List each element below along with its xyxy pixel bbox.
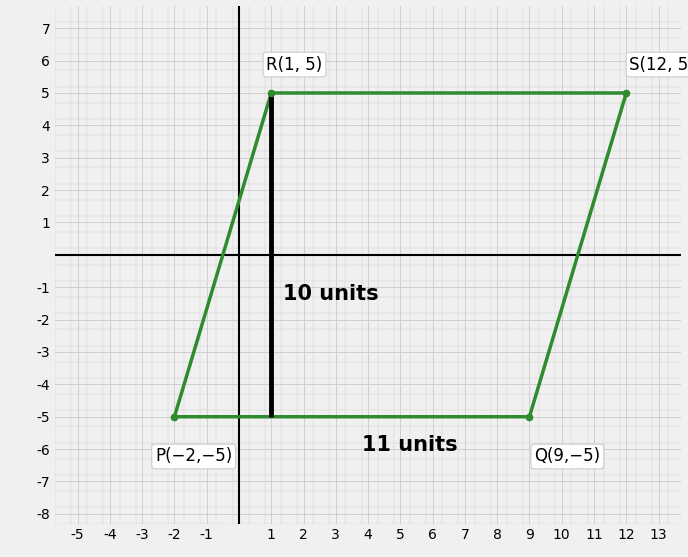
Text: R(1, 5): R(1, 5)	[266, 56, 323, 74]
Text: Q(9,−5): Q(9,−5)	[535, 447, 601, 466]
Text: 10 units: 10 units	[283, 284, 378, 304]
Text: P(−2,−5): P(−2,−5)	[155, 447, 233, 466]
Text: S(12, 5): S(12, 5)	[630, 56, 688, 74]
Text: 11 units: 11 units	[362, 434, 458, 455]
